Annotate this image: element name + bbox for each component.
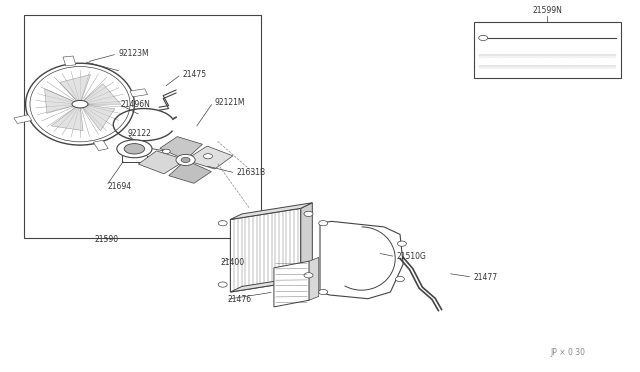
Text: 92122: 92122 <box>128 129 152 138</box>
Polygon shape <box>309 257 319 300</box>
Polygon shape <box>160 137 202 158</box>
Circle shape <box>319 221 328 226</box>
Circle shape <box>396 276 404 282</box>
Circle shape <box>479 35 488 41</box>
Polygon shape <box>230 275 312 292</box>
Text: 21599N: 21599N <box>532 6 562 15</box>
Polygon shape <box>83 84 121 104</box>
Circle shape <box>163 149 170 154</box>
Bar <box>24 15 261 238</box>
Text: 21694: 21694 <box>108 182 132 190</box>
Text: 21590: 21590 <box>95 235 119 244</box>
Text: 21475: 21475 <box>182 70 207 79</box>
Text: 92123M: 92123M <box>118 49 149 58</box>
Bar <box>63 56 76 66</box>
Polygon shape <box>138 151 182 174</box>
Polygon shape <box>60 74 90 101</box>
Polygon shape <box>230 203 312 219</box>
Ellipse shape <box>124 144 145 154</box>
Polygon shape <box>274 261 309 307</box>
Polygon shape <box>301 203 312 281</box>
Text: 21477: 21477 <box>474 273 498 282</box>
Circle shape <box>319 289 328 295</box>
Text: JP × 0 30: JP × 0 30 <box>550 348 586 357</box>
Polygon shape <box>83 105 115 131</box>
Polygon shape <box>169 162 211 183</box>
Text: 21496N: 21496N <box>120 100 150 109</box>
Bar <box>93 140 108 151</box>
Ellipse shape <box>26 63 134 145</box>
Circle shape <box>204 154 212 159</box>
Polygon shape <box>51 107 83 131</box>
Polygon shape <box>320 221 403 299</box>
Text: 92121M: 92121M <box>214 98 245 107</box>
Bar <box>14 115 32 124</box>
Bar <box>474 22 621 78</box>
Circle shape <box>218 221 227 226</box>
Circle shape <box>181 157 190 163</box>
Circle shape <box>218 282 227 287</box>
Polygon shape <box>189 146 233 169</box>
Text: 21476: 21476 <box>227 295 252 304</box>
Polygon shape <box>230 208 301 292</box>
Text: 21400: 21400 <box>221 258 245 267</box>
Circle shape <box>397 241 406 246</box>
Text: 21631B: 21631B <box>237 169 266 177</box>
Bar <box>130 89 147 97</box>
Circle shape <box>304 273 313 278</box>
Polygon shape <box>45 89 76 113</box>
Circle shape <box>176 154 195 166</box>
Text: 21510G: 21510G <box>397 252 427 261</box>
Circle shape <box>304 211 313 217</box>
Ellipse shape <box>117 140 152 158</box>
Ellipse shape <box>72 100 88 108</box>
